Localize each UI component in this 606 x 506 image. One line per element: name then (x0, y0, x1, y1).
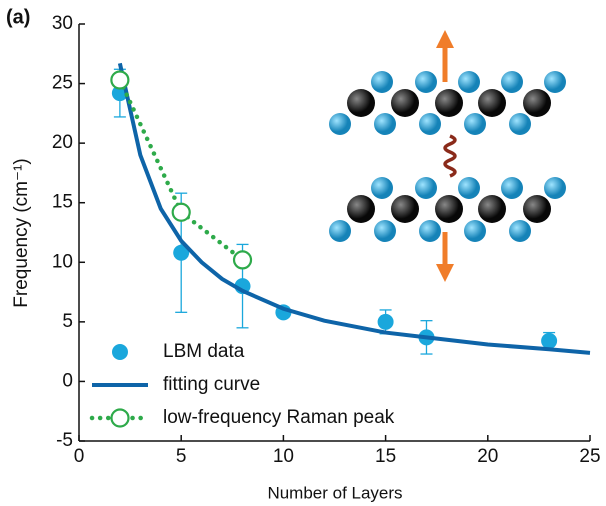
legend-label: low-frequency Raman peak (163, 407, 395, 428)
legend-label: LBM data (163, 341, 245, 362)
raman-point (110, 70, 130, 90)
legend-label: fitting curve (163, 374, 260, 395)
y-tick-label: 5 (62, 311, 73, 332)
x-tick-label: 5 (176, 446, 187, 467)
raman-point (171, 202, 191, 222)
legend-marker (110, 408, 130, 428)
y-tick-label: 20 (52, 132, 73, 153)
y-tick-label: -5 (56, 430, 73, 451)
y-tick-label: 10 (52, 251, 73, 272)
data-point (541, 332, 558, 349)
y-tick-label: 0 (62, 370, 73, 391)
data-point (173, 244, 190, 261)
panel-label: (a) (6, 6, 30, 28)
x-axis-label: Number of Layers (267, 483, 402, 502)
legend-marker (112, 344, 128, 360)
structure-illustration (329, 30, 566, 282)
x-tick-label: 20 (477, 446, 498, 467)
x-tick-label: 15 (375, 446, 396, 467)
y-tick-label: 25 (52, 73, 73, 94)
y-tick-label: 30 (52, 13, 73, 34)
data-point (377, 313, 394, 330)
x-tick-label: 10 (273, 446, 294, 467)
y-axis-label: Frequency (cm⁻¹) (11, 158, 32, 307)
raman-point (232, 250, 253, 270)
x-tick-label: 25 (579, 446, 600, 467)
y-tick-label: 15 (52, 192, 73, 213)
x-tick-label: 0 (74, 446, 85, 467)
fit-line (117, 62, 591, 355)
